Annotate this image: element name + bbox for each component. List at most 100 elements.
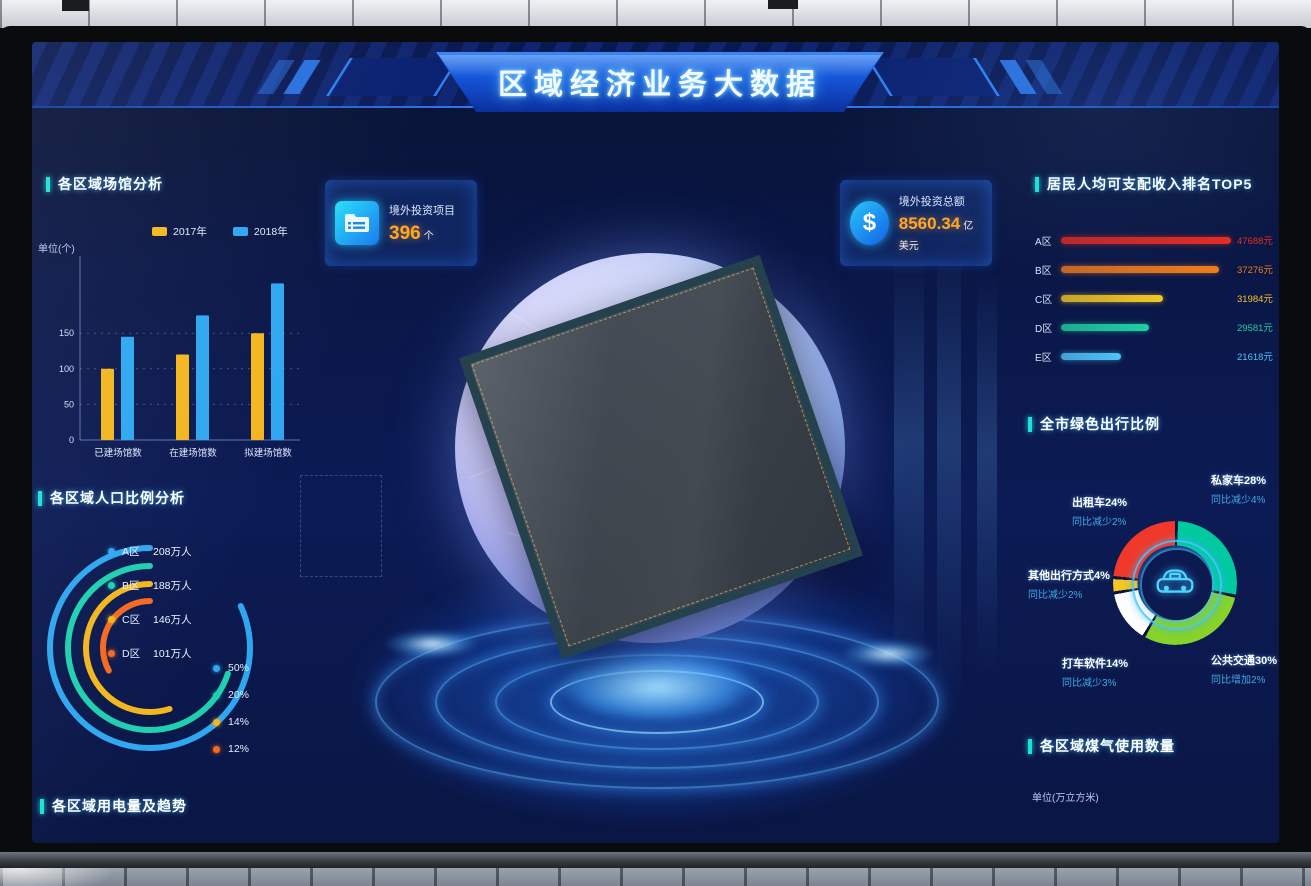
income-bar-track (1061, 352, 1231, 360)
travel-label-main: 公共交通30% (1211, 655, 1278, 667)
population-legend-pct: 50% (228, 662, 250, 674)
income-row-label: E区 (1035, 352, 1052, 364)
travel-label-note: 同比减少2% (1028, 590, 1083, 601)
income-row-value: 37276元 (1237, 265, 1273, 276)
income-row: B区 37276元 (1035, 265, 1275, 277)
page-title: 区域经济业务大数据 (497, 69, 822, 101)
population-row: D区 101万人 (108, 646, 192, 661)
travel-label-note: 同比增加2% (1211, 675, 1266, 686)
svg-text:0: 0 (69, 435, 74, 445)
population-row: C区 146万人 (108, 612, 192, 627)
income-row-label: D区 (1035, 323, 1053, 335)
wall-tiles-bottom (0, 868, 1311, 886)
title-plaque: 区域经济业务大数据 (436, 52, 884, 112)
population-row-dot (108, 548, 115, 555)
wall-ledge (0, 852, 1311, 868)
income-bar-track (1061, 265, 1231, 273)
population-row-dot (108, 582, 115, 589)
legend-item: 2018年 (232, 224, 288, 239)
income-bar-track (1061, 294, 1231, 302)
income-row: D区 29581元 (1035, 323, 1275, 335)
kpi-label: 境外投资项目 (389, 204, 455, 217)
travel-label-app: 打车软件14% 同比减少3% (1062, 655, 1182, 689)
population-legend-dot (213, 691, 220, 699)
deco-dashed-box (300, 475, 382, 577)
travel-label-other: 其他出行方式4% 同比减少2% (1028, 567, 1148, 601)
population-legend-item: 50% (213, 662, 249, 674)
income-bar (1061, 352, 1121, 360)
platform-ring-core (550, 670, 764, 734)
population-legend: 50% 20% 14% 12% (213, 662, 249, 770)
svg-text:拟建场馆数: 拟建场馆数 (244, 447, 292, 459)
income-row-value: 21618元 (1237, 352, 1273, 363)
section-bar-icon (46, 176, 50, 192)
kpi-card-investment: $ 境外投资总额 8560.34 亿美元 (840, 180, 992, 266)
income-row-label: C区 (1035, 294, 1053, 306)
header-wing-right (866, 58, 1000, 96)
travel-label-main: 其他出行方式4% (1028, 570, 1110, 582)
section-title-income: 居民人均可支配收入排名TOP5 (1035, 174, 1252, 194)
wall-mount-tab (62, 0, 89, 11)
donut-inner-ring (1140, 548, 1214, 622)
venues-bar-chart: 0 50 100 150 已建场馆数 在建场馆数 拟建场馆数 (59, 256, 300, 459)
section-title-venues: 各区域场馆分析 (46, 174, 163, 194)
section-bar-icon (1028, 738, 1032, 754)
travel-donut-chart: 私家车28% 同比减少4% 公共交通30% 同比增加2% 打车软件14% 同比减少3% 其他… (1028, 412, 1279, 732)
income-bar-track (1061, 323, 1231, 331)
travel-label-public: 公共交通30% 同比增加2% (1211, 652, 1279, 686)
car-icon (1156, 569, 1194, 593)
income-bar-list: A区 47688元 B区 37276元 C区 31984元 D区 29581元 E区 21618元 (1035, 236, 1275, 381)
section-title-electricity: 各区域用电量及趋势 (40, 796, 187, 816)
population-row: A区 208万人 (108, 544, 192, 559)
travel-label-taxi: 出租车24% 同比减少2% (1072, 494, 1192, 528)
population-rows: A区 208万人 B区 188万人 C区 146万人 D区 101万人 (108, 544, 192, 680)
svg-text:100: 100 (59, 364, 74, 374)
population-legend-pct: 20% (228, 689, 250, 701)
population-row-label: D区 (122, 648, 141, 660)
population-ring-chart (47, 545, 253, 751)
income-bar-track (1061, 236, 1231, 244)
travel-label-main: 打车软件14% (1062, 658, 1129, 670)
section-bar-icon (40, 798, 44, 814)
section-title-text: 各区域用电量及趋势 (52, 798, 187, 814)
section-bar-icon (1035, 176, 1039, 192)
population-legend-dot (213, 664, 220, 672)
population-row-label: A区 (122, 546, 140, 558)
travel-label-private: 私家车28% 同比减少4% (1211, 472, 1279, 506)
income-row: C区 31984元 (1035, 294, 1275, 306)
travel-label-note: 同比减少4% (1211, 495, 1266, 506)
svg-text:50: 50 (64, 399, 74, 409)
light-beam (937, 232, 961, 692)
population-legend-item: 14% (213, 716, 249, 728)
income-bar (1061, 294, 1163, 302)
kpi-label: 境外投资总额 (898, 195, 965, 208)
population-row-value: 188万人 (153, 580, 192, 592)
dashboard-screen: 区域经济业务大数据 各区域场馆分析 2017年 2018年 单位(个) 0 50 10… (32, 42, 1279, 843)
travel-label-note: 同比减少3% (1062, 678, 1117, 689)
monitor-bezel: 区域经济业务大数据 各区域场馆分析 2017年 2018年 单位(个) 0 50 10… (0, 26, 1311, 852)
income-row-label: A区 (1035, 236, 1052, 248)
population-legend-pct: 14% (228, 716, 250, 728)
population-legend-dot (213, 745, 220, 753)
light-beam (977, 272, 997, 672)
legend-label: 2017年 (173, 226, 207, 238)
legend-swatch (232, 227, 248, 236)
section-title-population: 各区域人口比例分析 (38, 488, 185, 508)
dollar-icon: $ (850, 201, 889, 245)
folder-icon (335, 201, 379, 245)
venues-legend: 2017年 2018年 (152, 224, 288, 239)
title-plaque-sheen (439, 55, 881, 109)
section-title-text: 各区域人口比例分析 (50, 490, 185, 506)
travel-label-main: 出租车24% (1072, 497, 1128, 509)
section-title-text: 各区域场馆分析 (58, 176, 163, 192)
svg-text:在建场馆数: 在建场馆数 (169, 447, 217, 459)
travel-label-main: 私家车28% (1211, 475, 1267, 487)
population-legend-pct: 12% (228, 743, 250, 755)
svg-text:150: 150 (59, 328, 74, 338)
kpi-card-projects: 境外投资项目 396 个 (325, 180, 477, 266)
population-legend-item: 20% (213, 689, 249, 701)
light-beam (894, 252, 924, 672)
donut-inner-ring (1132, 540, 1222, 630)
section-title-text: 居民人均可支配收入排名TOP5 (1047, 176, 1253, 192)
